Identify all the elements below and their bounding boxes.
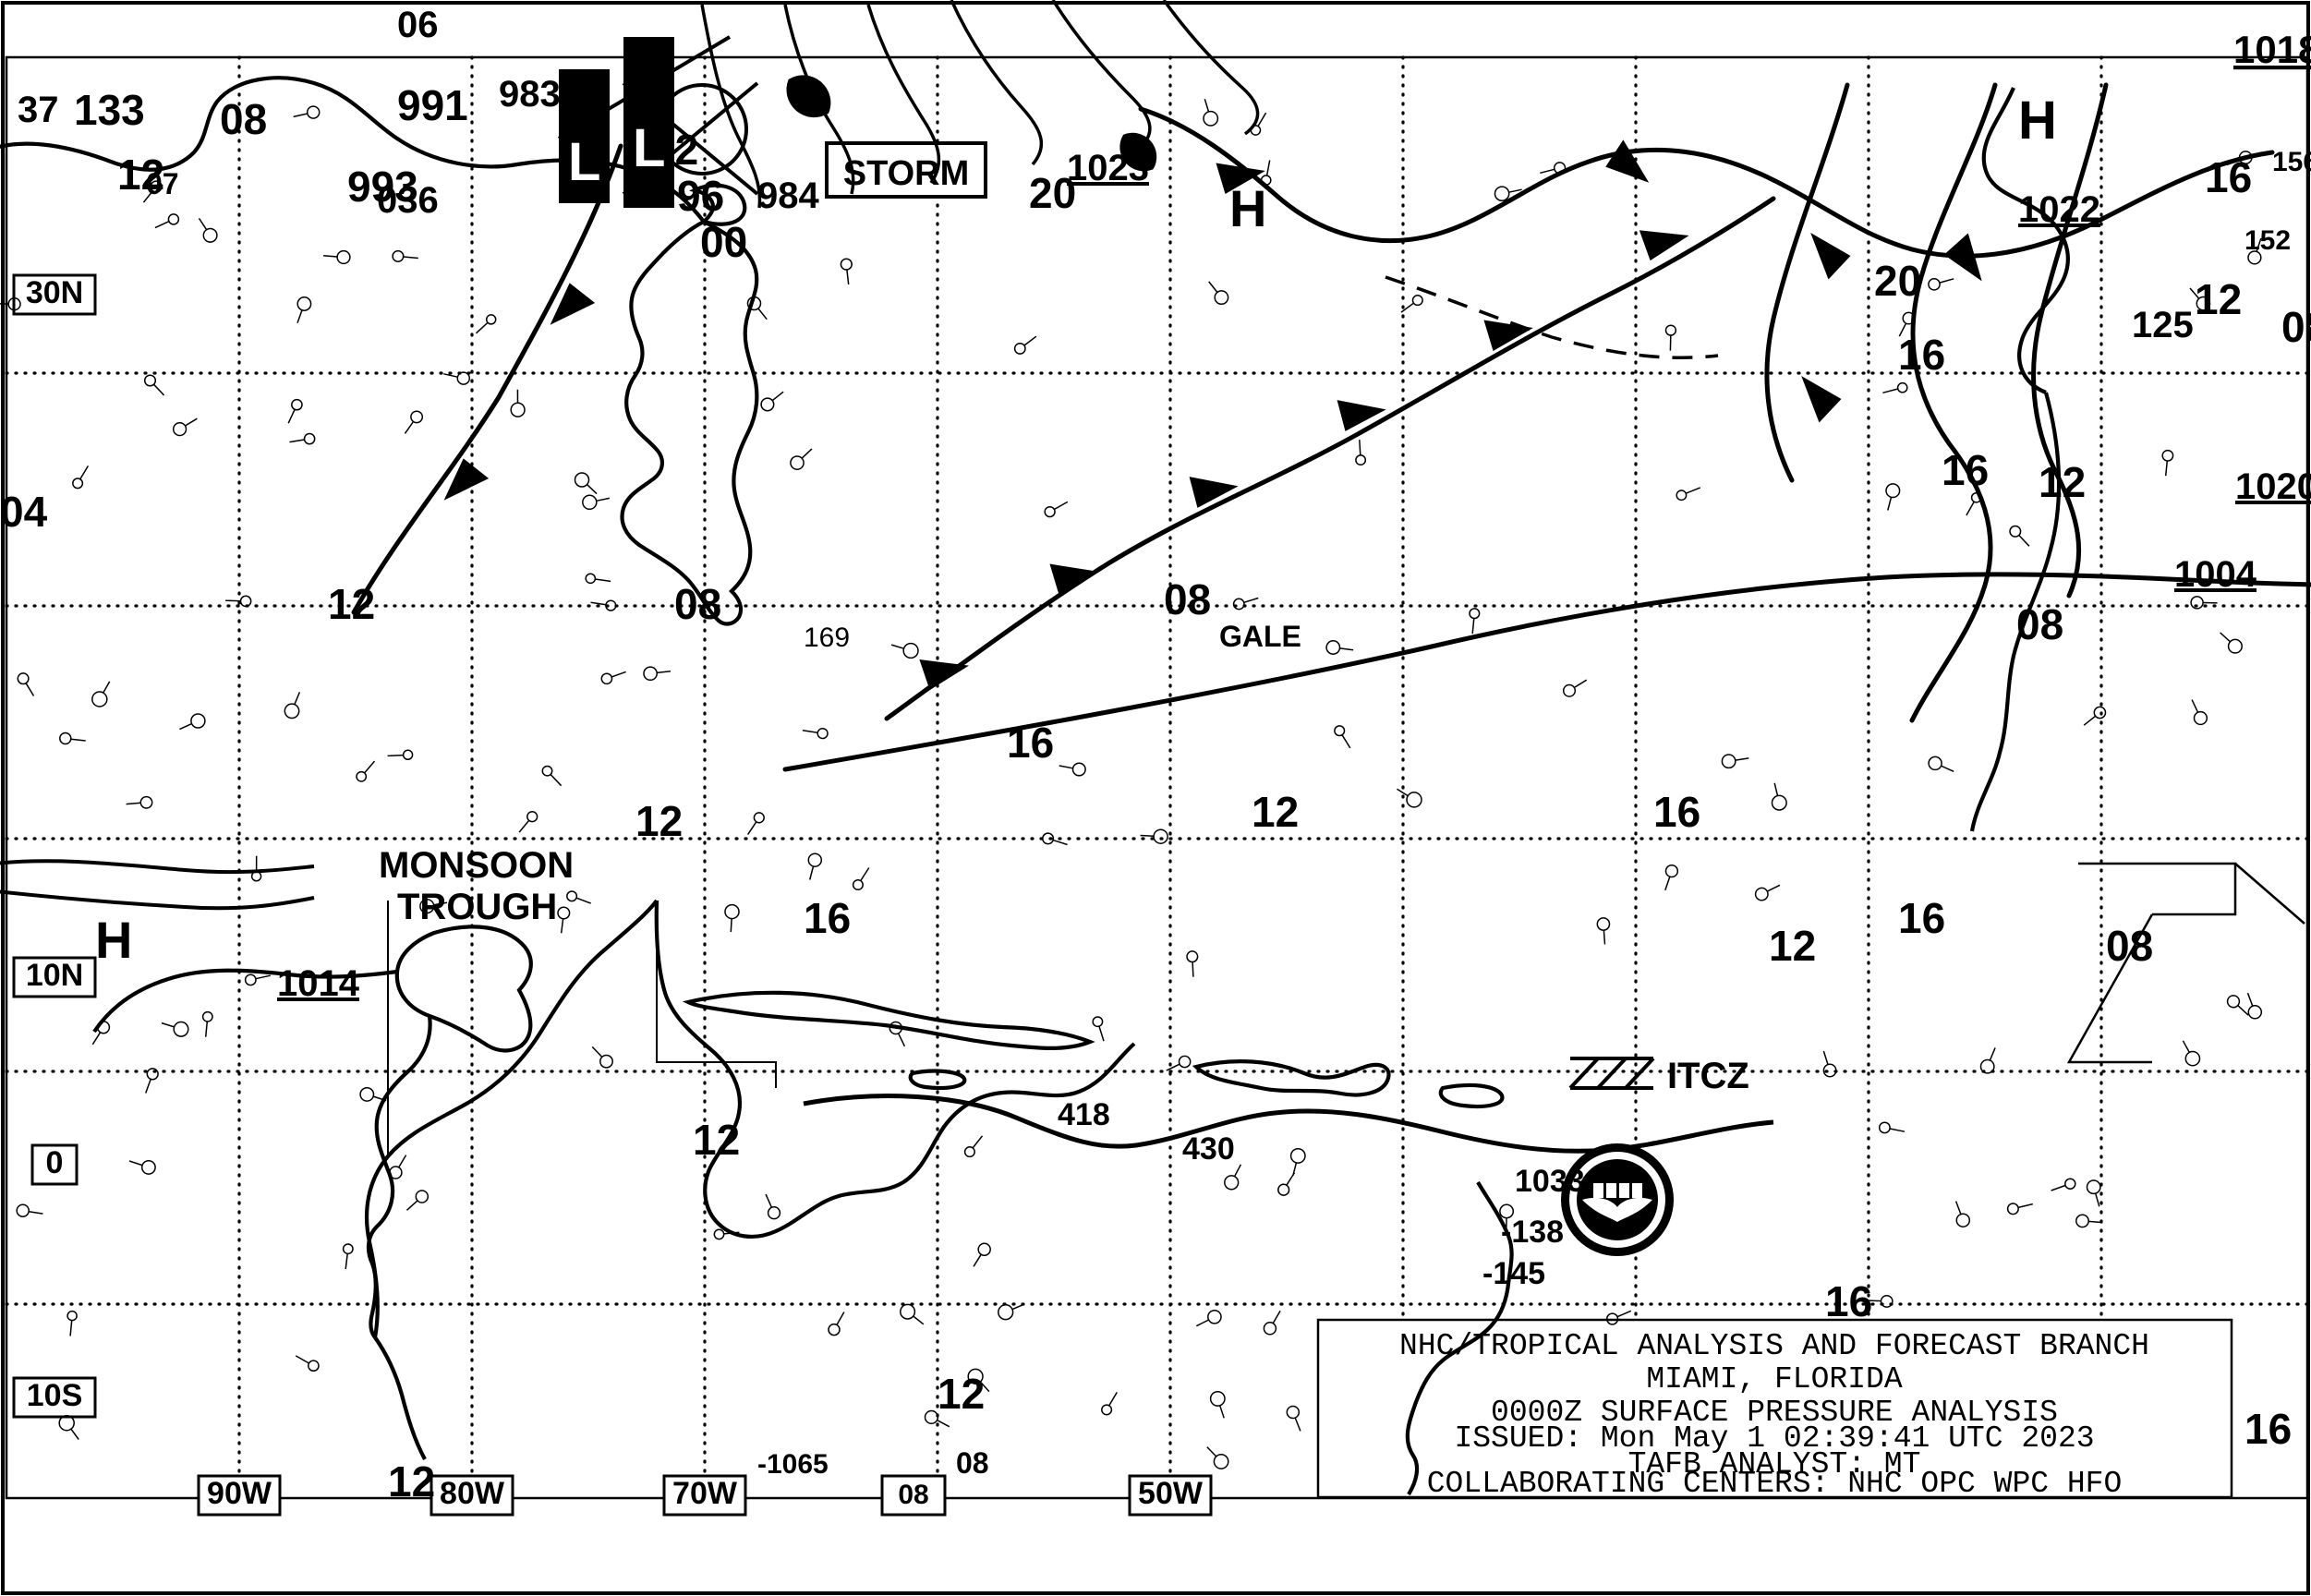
svg-text:08: 08 (2281, 303, 2311, 351)
svg-text:STORM: STORM (843, 154, 970, 193)
svg-text:16: 16 (2244, 1405, 2292, 1453)
svg-text:125: 125 (2132, 305, 2194, 345)
svg-text:50W: 50W (1138, 1476, 1204, 1511)
svg-text:-1065: -1065 (757, 1449, 829, 1480)
svg-text:16: 16 (1653, 788, 1700, 836)
svg-text:30N: 30N (26, 275, 83, 310)
svg-text:12: 12 (938, 1370, 985, 1418)
svg-text:GALE: GALE (1219, 620, 1301, 653)
svg-text:430: 430 (1182, 1131, 1235, 1167)
svg-text:983: 983 (499, 74, 561, 115)
svg-text:10S: 10S (27, 1378, 83, 1413)
svg-text:MONSOON: MONSOON (379, 845, 574, 886)
svg-text:ITCZ: ITCZ (1667, 1056, 1749, 1096)
svg-text:133: 133 (74, 86, 145, 134)
svg-text:37: 37 (18, 90, 59, 130)
svg-text:90W: 90W (207, 1476, 272, 1511)
svg-text:NHC/TROPICAL ANALYSIS AND FORE: NHC/TROPICAL ANALYSIS AND FORECAST BRANC… (1399, 1329, 2149, 1363)
svg-text:08: 08 (956, 1446, 989, 1480)
svg-text:12: 12 (2195, 275, 2242, 323)
svg-text:16: 16 (804, 894, 851, 942)
svg-text:20: 20 (1029, 169, 1076, 217)
svg-text:00: 00 (700, 218, 747, 266)
svg-text:12: 12 (693, 1116, 740, 1164)
svg-text:TROUGH: TROUGH (397, 887, 557, 927)
svg-text:06: 06 (397, 5, 439, 45)
svg-text:1014: 1014 (277, 963, 360, 1004)
svg-text:12: 12 (1769, 922, 1816, 970)
svg-text:169: 169 (804, 623, 850, 653)
svg-text:-138: -138 (1501, 1215, 1564, 1250)
svg-text:991: 991 (397, 81, 468, 129)
svg-text:0: 0 (46, 1145, 64, 1180)
svg-text:1020: 1020 (2235, 466, 2311, 507)
svg-text:08: 08 (220, 95, 267, 143)
svg-text:08: 08 (2106, 922, 2153, 970)
svg-text:-145: -145 (1482, 1256, 1545, 1291)
svg-text:12: 12 (1252, 788, 1299, 836)
svg-text:08: 08 (674, 580, 721, 628)
svg-text:70W: 70W (672, 1476, 738, 1511)
svg-text:COLLABORATING CENTERS: NHC OPC: COLLABORATING CENTERS: NHC OPC WPC HFO (1427, 1467, 2123, 1501)
svg-text:036: 036 (377, 180, 439, 221)
svg-text:16: 16 (1825, 1277, 1872, 1325)
svg-text:16: 16 (1007, 719, 1054, 767)
svg-text:12: 12 (388, 1457, 435, 1505)
svg-text:12: 12 (635, 797, 683, 845)
svg-text:16: 16 (2205, 153, 2252, 201)
svg-text:1004: 1004 (2174, 554, 2257, 595)
svg-text:1022: 1022 (2018, 189, 2100, 230)
svg-text:H: H (95, 911, 132, 969)
svg-text:156: 156 (2272, 147, 2311, 177)
svg-text:08: 08 (1164, 575, 1211, 623)
svg-text:16: 16 (1898, 331, 1945, 379)
svg-text:L: L (568, 132, 600, 192)
svg-text:418: 418 (1058, 1097, 1110, 1132)
svg-text:984: 984 (757, 175, 819, 216)
svg-text:80W: 80W (440, 1476, 505, 1511)
svg-text:04: 04 (0, 488, 48, 536)
svg-text:H: H (2018, 91, 2057, 151)
svg-text:96: 96 (677, 172, 724, 220)
svg-text:10N: 10N (26, 958, 83, 993)
svg-text:MIAMI, FLORIDA: MIAMI, FLORIDA (1646, 1362, 1902, 1396)
svg-text:1033: 1033 (1515, 1164, 1585, 1199)
svg-text:L: L (633, 118, 665, 178)
svg-text:08: 08 (898, 1480, 928, 1510)
svg-text:1018: 1018 (2233, 28, 2311, 71)
svg-text:16: 16 (1898, 894, 1945, 942)
